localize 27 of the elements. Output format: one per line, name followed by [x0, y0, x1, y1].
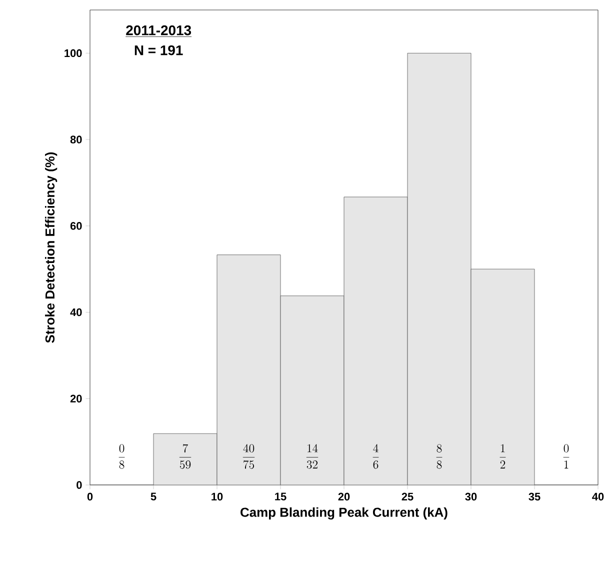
data-label: $\frac{4}{6}$: [372, 444, 379, 469]
data-label: $\frac{7}{59}$: [179, 444, 192, 469]
y-tick-label: 80: [70, 136, 82, 144]
data-label: $\frac{14}{32}$: [306, 444, 318, 469]
x-tick-label: 20: [338, 492, 350, 501]
y-tick-label: 100: [64, 49, 82, 58]
y-tick-label: 0: [76, 481, 82, 489]
x-tick-label: 5: [150, 492, 156, 500]
x-tick-label: 25: [402, 492, 414, 501]
data-label: $\frac{0}{1}$: [563, 444, 570, 468]
y-tick-label: 40: [70, 308, 82, 316]
annotation: 2011-2013: [126, 25, 192, 36]
data-label: $\frac{1}{2}$: [500, 444, 506, 468]
data-label: $\frac{0}{8}$: [118, 444, 125, 469]
y-tick-label: 60: [70, 222, 82, 230]
x-tick-label: 0: [87, 492, 93, 501]
x-tick-label: 30: [465, 492, 477, 501]
data-label: $\frac{8}{8}$: [436, 444, 442, 469]
x-tick-label: 40: [592, 492, 604, 501]
annotation: N = 191: [134, 45, 183, 56]
y-tick-label: 20: [70, 394, 82, 403]
data-label: $\frac{40}{75}$: [242, 444, 255, 469]
y-axis-title: Stroke Detection Efficiency (%): [45, 152, 58, 343]
x-axis-title: Camp Blanding Peak Current (kA): [240, 507, 448, 520]
x-tick-label: 35: [528, 492, 540, 501]
x-tick-label: 10: [212, 492, 223, 501]
x-tick-label: 15: [275, 492, 286, 500]
